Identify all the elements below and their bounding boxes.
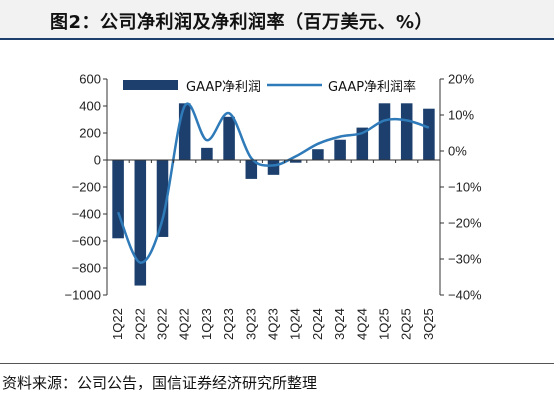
legend-line-label: GAAP净利润率 [328, 79, 416, 95]
x-tick-label: 1Q25 [377, 308, 392, 340]
right-axis: 20% 10% 0% −10% −20% −30% −40% [439, 72, 482, 303]
margin-line [116, 102, 430, 264]
x-tick-label: 1Q23 [199, 308, 214, 340]
x-tick-label: 1Q24 [288, 308, 303, 340]
right-tick-label: 0% [448, 144, 467, 159]
x-tick-label: 4Q24 [354, 308, 369, 340]
bar [267, 160, 280, 175]
bar [178, 103, 191, 160]
chart-svg: 600 400 200 0 −200 −400 −600 −800 −1000 20% 10% 0%… [64, 72, 482, 341]
right-tick-label: −40% [448, 288, 482, 303]
bar-series [112, 103, 435, 286]
bar [112, 160, 124, 239]
x-tick-label: 3Q23 [243, 308, 258, 340]
bar [334, 139, 346, 160]
bar [400, 103, 413, 160]
bar [134, 160, 147, 286]
source-divider [0, 363, 554, 364]
right-tick-label: −20% [448, 216, 482, 231]
x-tick-label: 2Q24 [310, 308, 325, 340]
left-tick-label: 400 [79, 99, 101, 114]
x-tick-label: 2Q25 [399, 308, 414, 340]
bar [245, 160, 258, 179]
line-series [116, 102, 430, 264]
x-tick-label: 4Q22 [177, 308, 192, 340]
right-tick-label: 10% [448, 108, 474, 123]
legend-bar-label: GAAP净利润 [186, 80, 261, 95]
left-tick-label: −400 [72, 207, 101, 222]
chart-area: 600 400 200 0 −200 −400 −600 −800 −1000 20% 10% 0%… [0, 40, 554, 362]
bar [378, 103, 391, 160]
bar [356, 127, 369, 160]
x-tick-label: 2Q22 [132, 308, 147, 340]
x-tick-label: 4Q23 [266, 308, 281, 340]
left-tick-label: 0 [94, 153, 101, 168]
left-tick-label: −1000 [64, 288, 101, 303]
bar [156, 160, 169, 237]
chart-title: 图2：公司净利润及净利润率（百万美元、%） [50, 12, 434, 33]
right-tick-label: 20% [448, 72, 474, 87]
source-note: 资料来源：公司公告，国信证券经济研究所整理 [2, 374, 318, 392]
bar [423, 108, 435, 160]
x-axis: 1Q22 2Q22 3Q22 4Q22 1Q23 2Q23 3Q23 4Q23 1Q24 2Q24… [106, 159, 441, 340]
x-tick-label: 2Q23 [221, 308, 236, 340]
legend: GAAP净利润 GAAP净利润率 [123, 79, 416, 95]
x-tick-label: 3Q22 [155, 308, 170, 340]
bar [223, 116, 235, 160]
bar [312, 149, 324, 160]
left-tick-label: −200 [72, 180, 101, 195]
bar [289, 160, 302, 163]
right-tick-label: −10% [448, 180, 482, 195]
title-bar: 图2：公司净利润及净利润率（百万美元、%） [0, 0, 554, 40]
left-tick-label: 600 [79, 72, 101, 87]
left-tick-label: −600 [72, 234, 101, 249]
x-tick-label: 3Q24 [332, 308, 347, 340]
x-tick-label: 3Q25 [421, 308, 436, 340]
left-tick-label: 200 [79, 126, 101, 141]
x-tick-label: 1Q22 [110, 308, 125, 340]
bar [201, 147, 213, 160]
left-tick-label: −800 [72, 261, 101, 276]
right-tick-label: −30% [448, 252, 482, 267]
left-axis: 600 400 200 0 −200 −400 −600 −800 −1000 [64, 72, 108, 303]
legend-bar-swatch [123, 80, 178, 90]
